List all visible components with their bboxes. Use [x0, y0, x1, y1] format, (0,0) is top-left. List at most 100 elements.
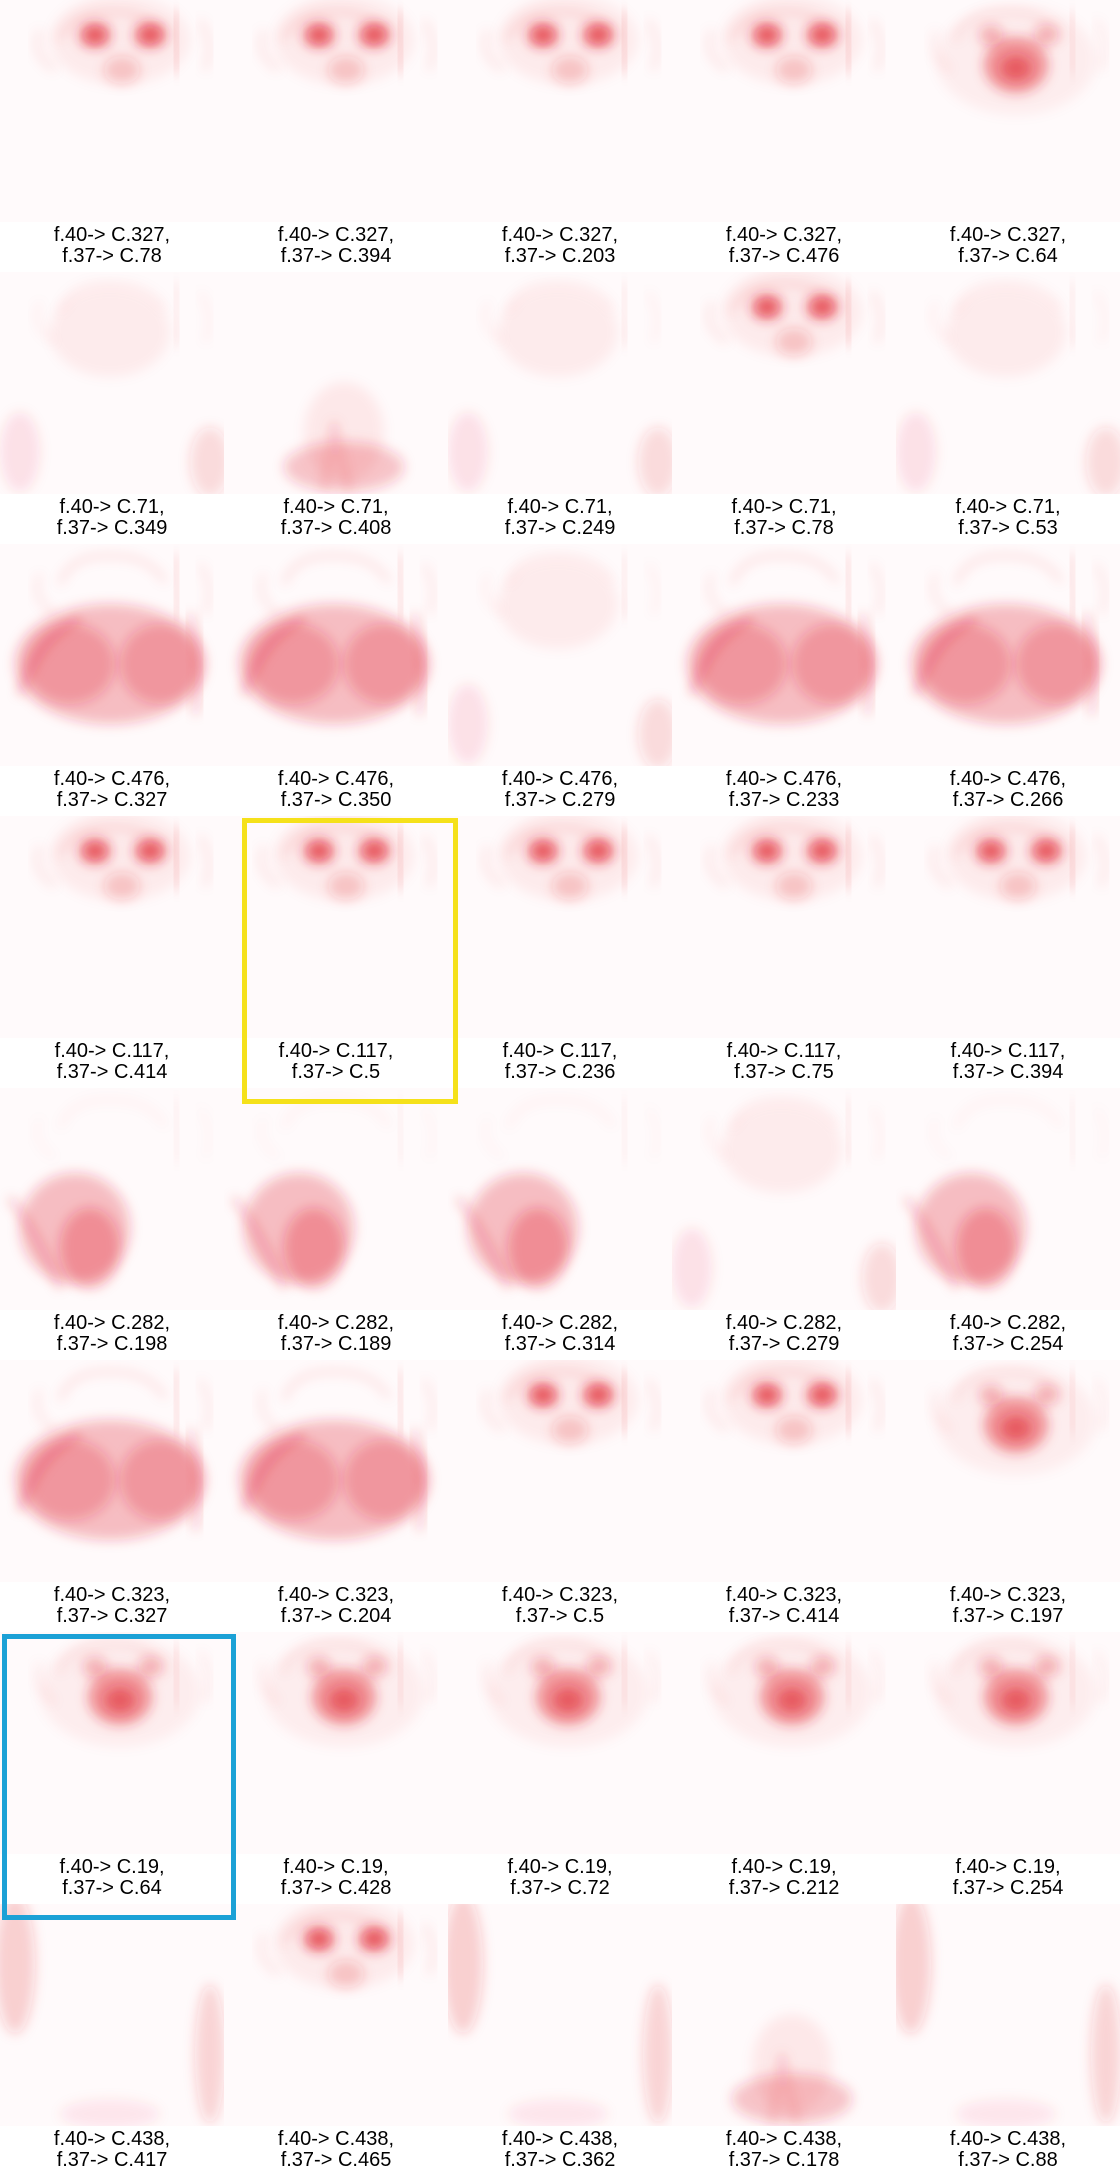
saliency-heatmap — [0, 272, 224, 494]
caption-f37: f.37-> C.476 — [728, 245, 840, 267]
grid-cell: f.40-> C.476, f.37-> C.233 — [672, 544, 896, 816]
saliency-heatmap — [224, 816, 448, 1038]
caption-f37: f.37-> C.249 — [504, 517, 616, 539]
cell-caption: f.40-> C.71, f.37-> C.249 — [448, 497, 672, 539]
grid-cell: f.40-> C.282, f.37-> C.254 — [896, 1088, 1120, 1360]
saliency-heatmap — [0, 1632, 224, 1854]
caption-f40: f.40-> C.476, — [725, 768, 843, 790]
grid-cell: f.40-> C.438, f.37-> C.88 — [896, 1904, 1120, 2176]
cell-caption: f.40-> C.438, f.37-> C.465 — [224, 2129, 448, 2171]
saliency-heatmap — [0, 544, 224, 766]
cell-caption: f.40-> C.71, f.37-> C.53 — [896, 497, 1120, 539]
caption-f37: f.37-> C.327 — [56, 1605, 168, 1627]
grid-cell: f.40-> C.117, f.37-> C.414 — [0, 816, 224, 1088]
caption-f40: f.40-> C.327, — [949, 224, 1067, 246]
caption-f37: f.37-> C.349 — [56, 517, 168, 539]
caption-f37: f.37-> C.414 — [728, 1605, 840, 1627]
cell-caption: f.40-> C.438, f.37-> C.362 — [448, 2129, 672, 2171]
caption-f37: f.37-> C.394 — [952, 1061, 1064, 1083]
caption-f40: f.40-> C.327, — [53, 224, 171, 246]
cell-caption: f.40-> C.71, f.37-> C.78 — [672, 497, 896, 539]
grid-cell: f.40-> C.19, f.37-> C.212 — [672, 1632, 896, 1904]
grid-cell: f.40-> C.476, f.37-> C.279 — [448, 544, 672, 816]
cell-caption: f.40-> C.19, f.37-> C.254 — [896, 1857, 1120, 1899]
caption-f37: f.37-> C.5 — [515, 1605, 605, 1627]
caption-f37: f.37-> C.362 — [504, 2149, 616, 2171]
grid-cell: f.40-> C.323, f.37-> C.197 — [896, 1360, 1120, 1632]
caption-f40: f.40-> C.117, — [502, 1040, 618, 1062]
grid-cell: f.40-> C.117, f.37-> C.394 — [896, 816, 1120, 1088]
caption-f37: f.37-> C.417 — [56, 2149, 168, 2171]
saliency-heatmap — [448, 0, 672, 222]
caption-f37: f.37-> C.203 — [504, 245, 616, 267]
cell-caption: f.40-> C.19, f.37-> C.428 — [224, 1857, 448, 1899]
grid-cell: f.40-> C.19, f.37-> C.254 — [896, 1632, 1120, 1904]
saliency-heatmap — [448, 1632, 672, 1854]
cell-caption: f.40-> C.323, f.37-> C.327 — [0, 1585, 224, 1627]
saliency-heatmap — [0, 816, 224, 1038]
caption-f37: f.37-> C.279 — [728, 1333, 840, 1355]
caption-f40: f.40-> C.282, — [501, 1312, 619, 1334]
saliency-heatmap — [0, 1904, 224, 2126]
caption-f40: f.40-> C.71, — [731, 496, 837, 518]
caption-f40: f.40-> C.438, — [949, 2128, 1067, 2150]
grid-cell: f.40-> C.476, f.37-> C.327 — [0, 544, 224, 816]
cell-caption: f.40-> C.476, f.37-> C.327 — [0, 769, 224, 811]
grid-cell: f.40-> C.117, f.37-> C.236 — [448, 816, 672, 1088]
cell-caption: f.40-> C.438, f.37-> C.417 — [0, 2129, 224, 2171]
saliency-heatmap — [0, 1360, 224, 1582]
cell-caption: f.40-> C.327, f.37-> C.203 — [448, 225, 672, 267]
caption-f40: f.40-> C.71, — [507, 496, 613, 518]
grid-cell: f.40-> C.438, f.37-> C.417 — [0, 1904, 224, 2176]
caption-f40: f.40-> C.476, — [277, 768, 395, 790]
caption-f37: f.37-> C.197 — [952, 1605, 1064, 1627]
cell-caption: f.40-> C.117, f.37-> C.5 — [224, 1041, 448, 1083]
caption-f40: f.40-> C.327, — [725, 224, 843, 246]
caption-f37: f.37-> C.327 — [56, 789, 168, 811]
grid-cell: f.40-> C.19, f.37-> C.428 — [224, 1632, 448, 1904]
caption-f40: f.40-> C.282, — [725, 1312, 843, 1334]
saliency-heatmap — [672, 1360, 896, 1582]
saliency-heatmap — [448, 1088, 672, 1310]
caption-f40: f.40-> C.282, — [277, 1312, 395, 1334]
caption-f37: f.37-> C.414 — [56, 1061, 168, 1083]
caption-f40: f.40-> C.438, — [725, 2128, 843, 2150]
cell-caption: f.40-> C.19, f.37-> C.64 — [0, 1857, 224, 1899]
caption-f40: f.40-> C.327, — [277, 224, 395, 246]
caption-f37: f.37-> C.189 — [280, 1333, 392, 1355]
caption-f37: f.37-> C.254 — [952, 1877, 1064, 1899]
caption-f37: f.37-> C.88 — [958, 2149, 1058, 2171]
grid-cell: f.40-> C.323, f.37-> C.414 — [672, 1360, 896, 1632]
grid-cell: f.40-> C.71, f.37-> C.78 — [672, 272, 896, 544]
saliency-heatmap — [896, 1632, 1120, 1854]
saliency-heatmap — [224, 1904, 448, 2126]
cell-caption: f.40-> C.323, f.37-> C.197 — [896, 1585, 1120, 1627]
caption-f40: f.40-> C.117, — [54, 1040, 170, 1062]
grid-cell: f.40-> C.476, f.37-> C.350 — [224, 544, 448, 816]
grid-cell: f.40-> C.282, f.37-> C.279 — [672, 1088, 896, 1360]
saliency-heatmap — [448, 1360, 672, 1582]
caption-f37: f.37-> C.75 — [734, 1061, 834, 1083]
grid-cell: f.40-> C.327, f.37-> C.64 — [896, 0, 1120, 272]
caption-f40: f.40-> C.323, — [725, 1584, 843, 1606]
grid-cell: f.40-> C.327, f.37-> C.203 — [448, 0, 672, 272]
grid-cell: f.40-> C.438, f.37-> C.465 — [224, 1904, 448, 2176]
caption-f40: f.40-> C.438, — [501, 2128, 619, 2150]
saliency-heatmap — [448, 544, 672, 766]
cell-caption: f.40-> C.117, f.37-> C.236 — [448, 1041, 672, 1083]
caption-f40: f.40-> C.323, — [949, 1584, 1067, 1606]
caption-f40: f.40-> C.71, — [955, 496, 1061, 518]
grid-cell: f.40-> C.71, f.37-> C.53 — [896, 272, 1120, 544]
caption-f37: f.37-> C.266 — [952, 789, 1064, 811]
caption-f37: f.37-> C.64 — [62, 1877, 162, 1899]
cell-caption: f.40-> C.282, f.37-> C.254 — [896, 1313, 1120, 1355]
caption-f37: f.37-> C.64 — [958, 245, 1058, 267]
caption-f37: f.37-> C.465 — [280, 2149, 392, 2171]
caption-f40: f.40-> C.476, — [53, 768, 171, 790]
caption-f37: f.37-> C.314 — [504, 1333, 616, 1355]
caption-f40: f.40-> C.71, — [283, 496, 389, 518]
caption-f40: f.40-> C.19, — [507, 1856, 613, 1878]
saliency-heatmap — [672, 1904, 896, 2126]
cell-caption: f.40-> C.19, f.37-> C.212 — [672, 1857, 896, 1899]
